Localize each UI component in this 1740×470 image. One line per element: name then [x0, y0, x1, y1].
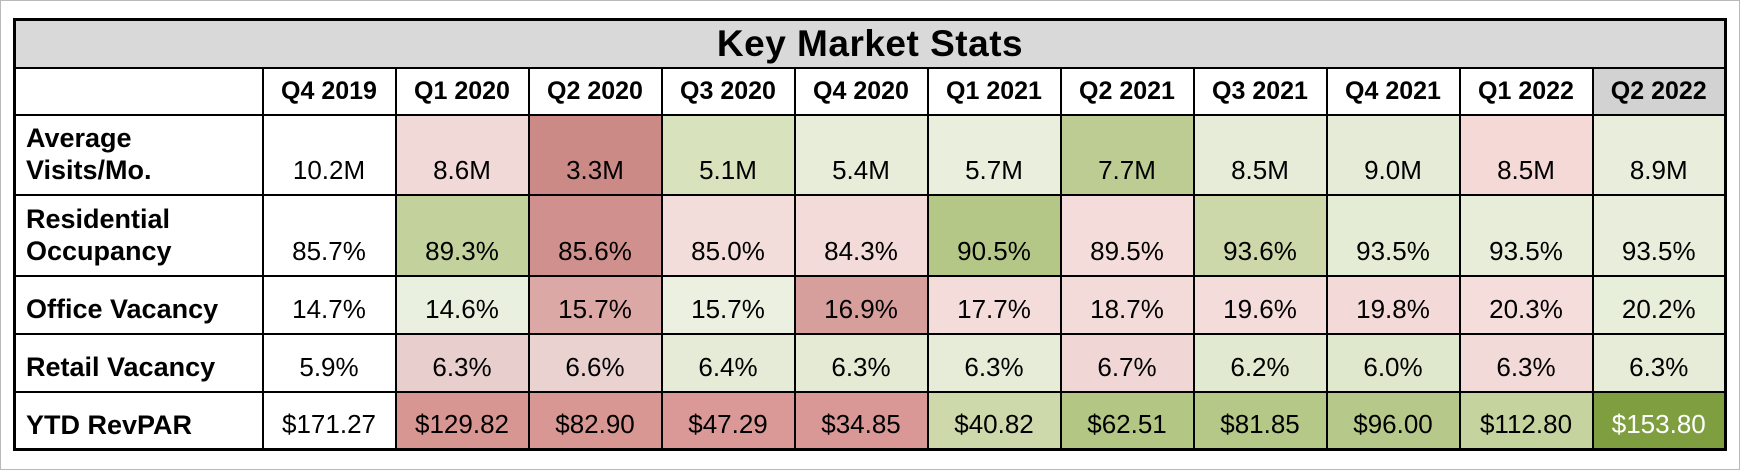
value-cell: 6.3% [926, 332, 1062, 393]
value-cell: $62.51 [1059, 390, 1195, 451]
value-cell: 90.5% [926, 193, 1062, 277]
value-cell: 5.7M [926, 113, 1062, 196]
value-cell: 9.0M [1325, 113, 1461, 196]
table-row-ytd-revpar: YTD RevPAR $171.27 $129.82 $82.90 $47.29 $34.… [13, 390, 1727, 451]
value-cell: $153.80 [1591, 390, 1727, 451]
value-cell: 16.9% [793, 274, 929, 335]
value-cell: 85.7% [261, 193, 397, 277]
value-cell: 93.6% [1192, 193, 1328, 277]
value-cell: $81.85 [1192, 390, 1328, 451]
value-cell: 8.9M [1591, 113, 1727, 196]
value-cell: 85.0% [660, 193, 796, 277]
column-header-q3-2021: Q3 2021 [1192, 66, 1328, 116]
table-row-office-vacancy: Office Vacancy 14.7% 14.6% 15.7% 15.7% 16.9% 1… [13, 274, 1727, 335]
value-cell: $47.29 [660, 390, 796, 451]
value-cell: 8.5M [1192, 113, 1328, 196]
value-cell: 6.3% [1458, 332, 1594, 393]
value-cell: $82.90 [527, 390, 663, 451]
table-row-average-visits-mo-: Average Visits/Mo. 10.2M 8.6M 3.3M 5.1M 5.4M 5… [13, 113, 1727, 196]
value-cell: 10.2M [261, 113, 397, 196]
value-cell: $40.82 [926, 390, 1062, 451]
table-title: Key Market Stats [13, 18, 1727, 69]
key-market-stats-table: Key Market Stats Q4 2019 Q1 2020 Q2 2020 Q3… [13, 18, 1727, 451]
value-cell: 93.5% [1325, 193, 1461, 277]
value-cell: 3.3M [527, 113, 663, 196]
table-row-residential-occupancy: Residential Occupancy 85.7% 89.3% 85.6% 85.0… [13, 193, 1727, 277]
row-label: YTD RevPAR [13, 390, 264, 451]
value-cell: 85.6% [527, 193, 663, 277]
table-row-retail-vacancy: Retail Vacancy 5.9% 6.3% 6.6% 6.4% 6.3% 6.3% 6.… [13, 332, 1727, 393]
value-cell: 6.7% [1059, 332, 1195, 393]
value-cell: 6.3% [394, 332, 530, 393]
value-cell: 6.0% [1325, 332, 1461, 393]
row-label: Retail Vacancy [13, 332, 264, 393]
value-cell: 6.4% [660, 332, 796, 393]
value-cell: 8.5M [1458, 113, 1594, 196]
value-cell: 15.7% [527, 274, 663, 335]
column-header-q2-2022: Q2 2022 [1591, 66, 1727, 116]
value-cell: 5.1M [660, 113, 796, 196]
column-header-q4-2021: Q4 2021 [1325, 66, 1461, 116]
value-cell: 20.3% [1458, 274, 1594, 335]
column-header-q2-2020: Q2 2020 [527, 66, 663, 116]
value-cell: 84.3% [793, 193, 929, 277]
row-label-header-empty-cell [13, 66, 264, 116]
value-cell: 93.5% [1458, 193, 1594, 277]
value-cell: 89.3% [394, 193, 530, 277]
value-cell: 17.7% [926, 274, 1062, 335]
column-header-q4-2020: Q4 2020 [793, 66, 929, 116]
table-title-row: Key Market Stats [13, 18, 1727, 69]
column-header-q3-2020: Q3 2020 [660, 66, 796, 116]
value-cell: $129.82 [394, 390, 530, 451]
table-body: Average Visits/Mo. 10.2M 8.6M 3.3M 5.1M 5.4M 5… [13, 113, 1727, 451]
value-cell: 19.6% [1192, 274, 1328, 335]
column-header-q1-2020: Q1 2020 [394, 66, 530, 116]
column-header-q2-2021: Q2 2021 [1059, 66, 1195, 116]
value-cell: 5.4M [793, 113, 929, 196]
value-cell: 14.6% [394, 274, 530, 335]
value-cell: 15.7% [660, 274, 796, 335]
column-header-q4-2019: Q4 2019 [261, 66, 397, 116]
column-header-q1-2021: Q1 2021 [926, 66, 1062, 116]
value-cell: 19.8% [1325, 274, 1461, 335]
value-cell: 6.2% [1192, 332, 1328, 393]
value-cell: $112.80 [1458, 390, 1594, 451]
column-header-row: Q4 2019 Q1 2020 Q2 2020 Q3 2020 Q4 2020 Q1 20… [13, 66, 1727, 116]
value-cell: $96.00 [1325, 390, 1461, 451]
value-cell: 6.3% [793, 332, 929, 393]
value-cell: 8.6M [394, 113, 530, 196]
value-cell: 20.2% [1591, 274, 1727, 335]
value-cell: 6.6% [527, 332, 663, 393]
value-cell: 89.5% [1059, 193, 1195, 277]
value-cell: 7.7M [1059, 113, 1195, 196]
value-cell: 93.5% [1591, 193, 1727, 277]
value-cell: $171.27 [261, 390, 397, 451]
value-cell: 14.7% [261, 274, 397, 335]
value-cell: 18.7% [1059, 274, 1195, 335]
value-cell: 5.9% [261, 332, 397, 393]
row-label: Residential Occupancy [13, 193, 264, 277]
value-cell: $34.85 [793, 390, 929, 451]
value-cell: 6.3% [1591, 332, 1727, 393]
row-label: Office Vacancy [13, 274, 264, 335]
row-label: Average Visits/Mo. [13, 113, 264, 196]
column-header-q1-2022: Q1 2022 [1458, 66, 1594, 116]
